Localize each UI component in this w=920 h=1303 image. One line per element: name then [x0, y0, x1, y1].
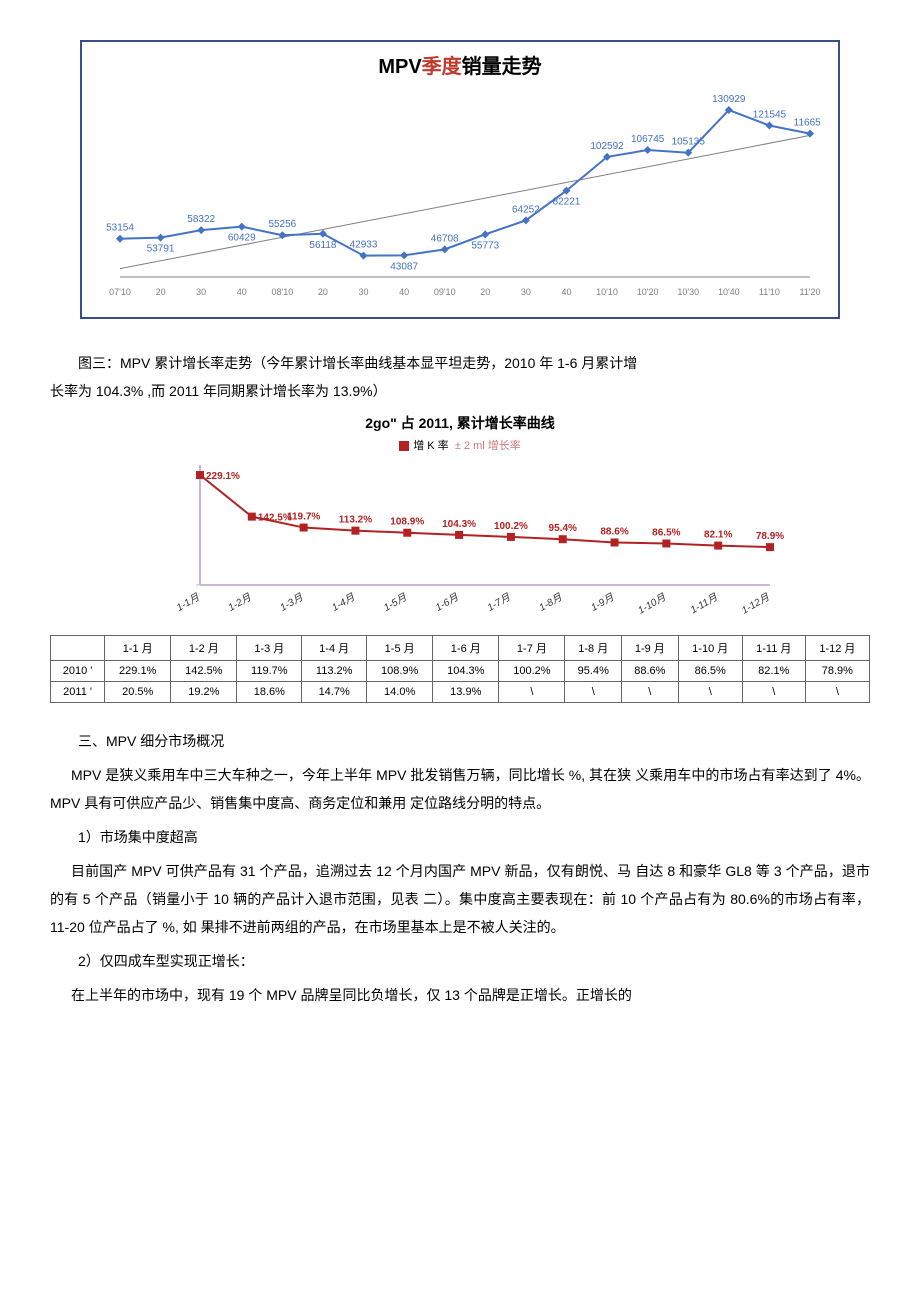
mpv-quarterly-chart: MPV季度销量走势 53154 53791 58322 60429 55256 56118… [80, 40, 840, 319]
chart1-title: MPV季度销量走势 [94, 50, 826, 79]
svg-text:1-9月: 1-9月 [589, 592, 617, 614]
svg-text:40: 40 [237, 287, 247, 297]
svg-text:105135: 105135 [672, 137, 706, 148]
svg-text:1-5月: 1-5月 [382, 592, 410, 614]
svg-text:78.9%: 78.9% [756, 531, 784, 542]
svg-text:102592: 102592 [590, 141, 624, 152]
body-s1: 1）市场集中度超高 [50, 823, 870, 851]
svg-text:1-8月: 1-8月 [538, 592, 566, 614]
svg-text:58322: 58322 [187, 214, 215, 225]
legend-a: 增 K 率 [413, 440, 448, 452]
svg-text:1-4月: 1-4月 [330, 592, 358, 614]
svg-text:10'30: 10'30 [677, 287, 699, 297]
svg-text:55256: 55256 [268, 219, 296, 230]
section-heading: 三、MPV 细分市场概况 [50, 727, 870, 755]
svg-text:10'40: 10'40 [718, 287, 740, 297]
svg-text:113.2%: 113.2% [339, 515, 372, 526]
svg-text:1-3月: 1-3月 [278, 592, 306, 614]
svg-text:1-7月: 1-7月 [486, 592, 514, 614]
svg-text:1-11月: 1-11月 [689, 592, 721, 617]
svg-text:116651: 116651 [794, 118, 820, 129]
chart1-title-a: MPV [378, 56, 421, 78]
caption1-a: 图三：MPV 累计增长率走势（今年累计增长率曲线基本显平坦走势，2010 年 1… [50, 349, 870, 377]
svg-text:100.2%: 100.2% [494, 521, 528, 532]
svg-text:53791: 53791 [147, 244, 175, 255]
chart1-title-b: 销量走势 [462, 56, 542, 78]
svg-text:64252: 64252 [512, 204, 540, 215]
chart2-legend: 增 K 率 ± 2 ml 增长率 [50, 437, 870, 453]
svg-text:10'20: 10'20 [637, 287, 659, 297]
svg-text:86.5%: 86.5% [652, 527, 680, 538]
body-p1: MPV 是狭义乘用车中三大车种之一，今年上半年 MPV 批发销售万辆，同比增长 … [50, 761, 870, 817]
svg-text:119.7%: 119.7% [287, 512, 320, 523]
svg-text:55773: 55773 [471, 240, 499, 251]
svg-text:20: 20 [480, 287, 490, 297]
legend-b: ± 2 ml 增长率 [455, 440, 521, 452]
chart2-title: 2go" 占 2011, 累计增长率曲线 [50, 413, 870, 433]
svg-text:82.1%: 82.1% [704, 530, 732, 541]
svg-text:1-6月: 1-6月 [434, 592, 462, 614]
svg-text:1-10月: 1-10月 [636, 592, 668, 617]
caption1-b: 长率为 104.3% ,而 2011 年同期累计增长率为 13.9%） [50, 377, 870, 405]
svg-text:30: 30 [521, 287, 531, 297]
svg-text:07'10: 07'10 [109, 287, 131, 297]
svg-text:106745: 106745 [631, 134, 665, 145]
svg-text:09'10: 09'10 [434, 287, 456, 297]
svg-text:130929: 130929 [712, 94, 746, 105]
svg-text:1-2月: 1-2月 [227, 592, 255, 614]
svg-text:11'20: 11'20 [799, 287, 820, 297]
body-s2: 2）仅四成车型实现正增长： [50, 947, 870, 975]
body-p3: 在上半年的市场中，现有 19 个 MPV 品牌呈同比负增长，仅 13 个品牌是正… [50, 981, 870, 1009]
chart1-svg: 53154 53791 58322 60429 55256 56118 42933 43087… [100, 85, 820, 305]
svg-text:30: 30 [196, 287, 206, 297]
chart2-svg: 229.1%142.5%119.7%113.2%108.9%104.3%100.… [130, 455, 790, 625]
svg-text:08'10: 08'10 [271, 287, 293, 297]
svg-text:104.3%: 104.3% [442, 519, 476, 530]
growth-table: 1-1 月1-2 月1-3 月1-4 月1-5 月1-6 月1-7 月1-8 月… [50, 635, 870, 703]
svg-text:95.4%: 95.4% [549, 523, 577, 534]
svg-text:11'10: 11'10 [759, 287, 780, 297]
svg-text:121545: 121545 [753, 110, 787, 121]
svg-text:30: 30 [359, 287, 369, 297]
svg-text:46708: 46708 [431, 233, 459, 244]
chart1-title-accent: 季度 [422, 56, 462, 78]
body-p2: 目前国产 MPV 可供产品有 31 个产品，追溯过去 12 个月内国产 MPV … [50, 857, 870, 941]
svg-text:10'10: 10'10 [596, 287, 618, 297]
svg-text:53154: 53154 [106, 223, 134, 234]
svg-text:40: 40 [561, 287, 571, 297]
svg-text:40: 40 [399, 287, 409, 297]
svg-text:108.9%: 108.9% [390, 517, 424, 528]
svg-text:1-1月: 1-1月 [175, 592, 203, 614]
legend-square-icon [399, 441, 409, 451]
svg-text:42933: 42933 [350, 240, 378, 251]
svg-text:20: 20 [318, 287, 328, 297]
svg-text:1-12月: 1-12月 [740, 592, 772, 617]
svg-text:88.6%: 88.6% [600, 526, 628, 537]
svg-text:20: 20 [156, 287, 166, 297]
svg-text:82221: 82221 [553, 197, 581, 208]
svg-text:60429: 60429 [228, 233, 256, 244]
svg-text:229.1%: 229.1% [206, 471, 240, 482]
svg-text:56118: 56118 [309, 240, 337, 251]
svg-text:43087: 43087 [390, 261, 418, 272]
